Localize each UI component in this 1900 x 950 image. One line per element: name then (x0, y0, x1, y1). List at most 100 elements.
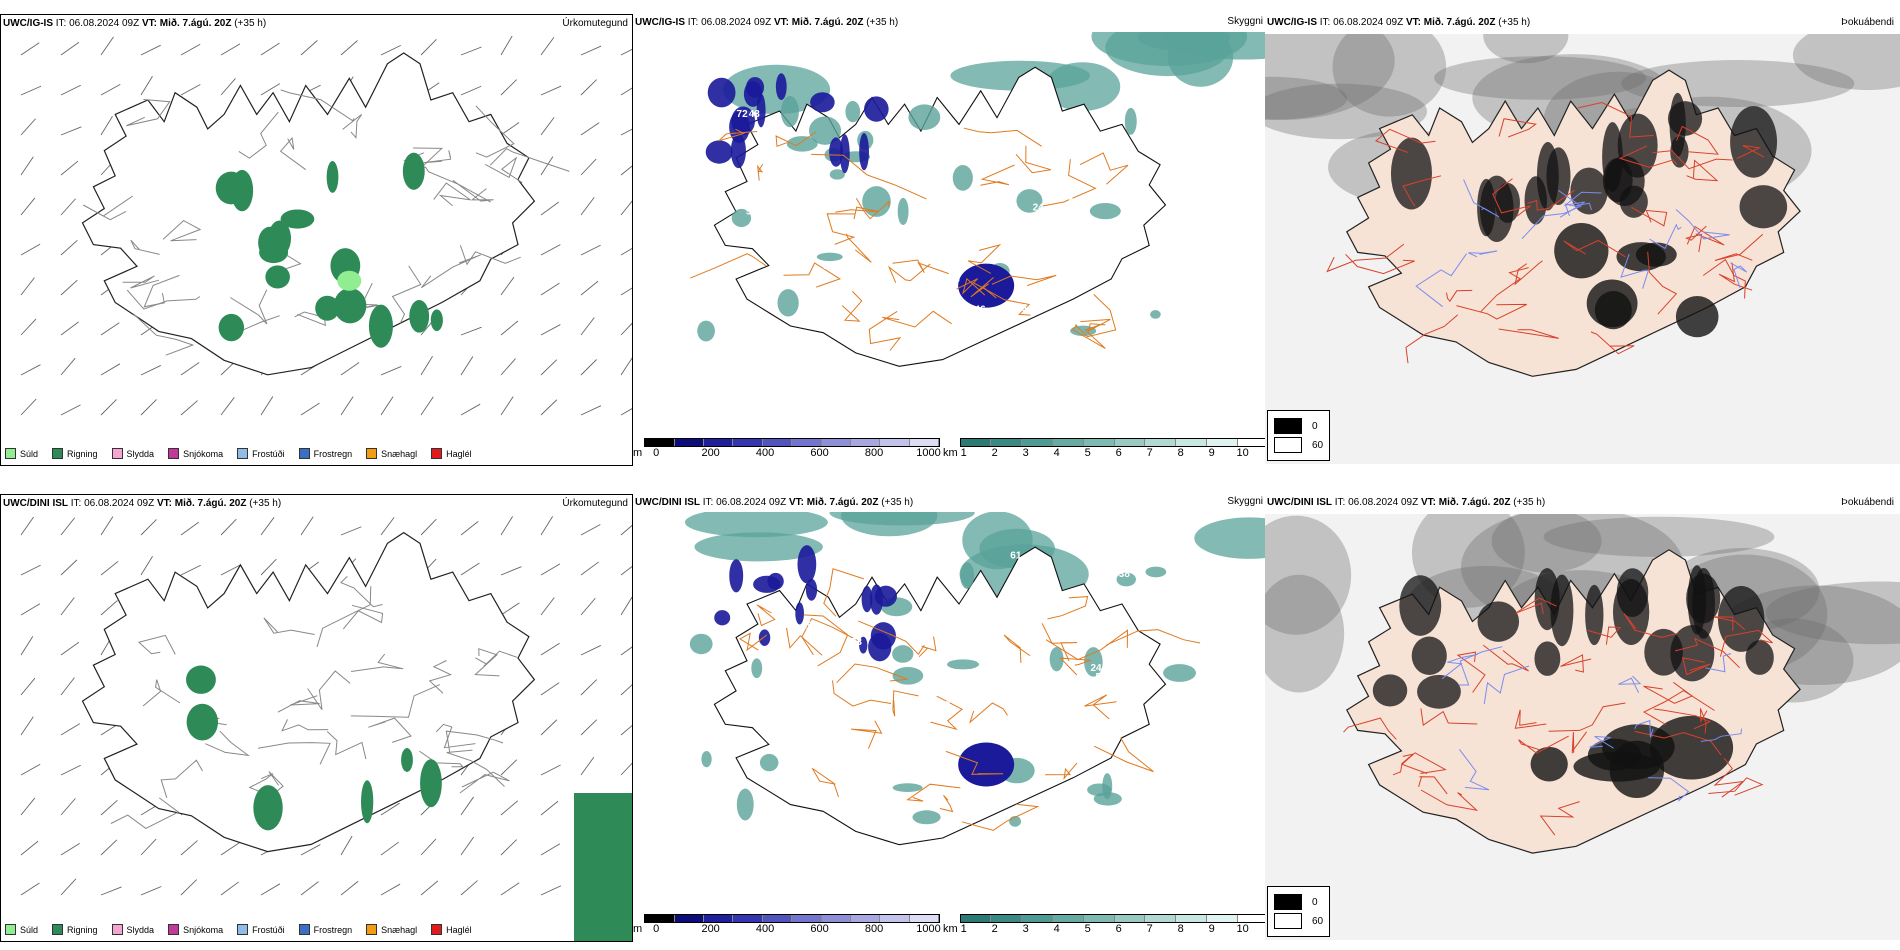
road-line (1587, 626, 1622, 645)
wind-barb (60, 126, 82, 136)
road-line (1418, 776, 1448, 795)
road-line (972, 281, 1031, 316)
fog-patch (1739, 185, 1788, 229)
fog-patch (1550, 574, 1574, 647)
fog-legend-item: 60 (1274, 437, 1323, 453)
wind-barb (540, 885, 562, 896)
wind-barb (380, 517, 395, 536)
road-line (1015, 145, 1051, 174)
colorbar-segment (991, 439, 1023, 446)
wind-barb (340, 526, 362, 536)
river-line (1618, 675, 1642, 693)
wind-barb (580, 79, 597, 96)
vis-area (809, 116, 842, 145)
colorbar-tick: 10 (1236, 923, 1249, 935)
vis-area (1116, 572, 1136, 587)
colorbar-segment (880, 439, 910, 446)
road-line (459, 245, 521, 266)
road-line (1420, 708, 1478, 726)
legend-swatch (111, 924, 123, 935)
vis-value-label: 54 (783, 188, 795, 199)
wind-barb (380, 396, 394, 416)
colorbar-tick: 400 (755, 447, 775, 459)
wind-barb (20, 840, 39, 856)
vis-area (897, 197, 909, 226)
colorbar-segment (1022, 439, 1054, 446)
vis-value-label: 59 (785, 204, 797, 215)
colorbar-segment (960, 439, 992, 446)
wind-barb (380, 44, 401, 56)
wind-barb (100, 516, 114, 536)
road-line (1590, 331, 1635, 355)
colorbar-segment (1083, 915, 1115, 922)
road-line (1402, 175, 1442, 207)
road-line (342, 114, 363, 139)
wind-barb (540, 324, 561, 336)
road-line (832, 680, 892, 707)
colorbar-segment (1176, 915, 1208, 922)
road-line (835, 206, 879, 220)
cloud-base-area (958, 742, 1015, 787)
vis-area (689, 633, 713, 655)
wind-barb (460, 520, 479, 536)
wind-barb (620, 48, 632, 56)
road-line (485, 156, 523, 184)
cloud-base-area (859, 636, 868, 654)
panel-type-label: Þokuábendi (1841, 17, 1894, 28)
wind-barb (620, 165, 632, 176)
river-line (1589, 736, 1614, 749)
fog-map (1265, 514, 1900, 940)
land-outline (81, 531, 536, 853)
road-line (956, 277, 986, 296)
wind-barb (620, 87, 632, 96)
rain-area (186, 665, 216, 694)
road-line (281, 719, 329, 732)
wind-barb (380, 366, 402, 376)
rain-area (253, 785, 283, 831)
vis-area (952, 165, 973, 191)
road-line (142, 679, 181, 707)
cloud-base-area (758, 629, 771, 646)
rain-area (401, 748, 413, 772)
vis-area (816, 252, 843, 262)
rain-area (402, 152, 425, 190)
vis-value-label: 61 (1010, 551, 1022, 562)
road-line (1456, 303, 1528, 320)
fog-panel-bottom: UWC/DINI ISL IT: 06.08.2024 09Z VT: Mið.… (1265, 494, 1900, 942)
wind-barb (460, 46, 482, 56)
drizzle-area (337, 270, 362, 291)
wind-barb (500, 602, 520, 616)
wind-barb (100, 36, 114, 56)
vis-value-label: 65 (854, 819, 866, 830)
road-line (846, 233, 872, 263)
road-line (1047, 596, 1089, 620)
cloud-base-area (775, 73, 787, 101)
wind-barb (20, 85, 42, 96)
fog-patch (1390, 137, 1432, 210)
cloud-base-area (731, 106, 756, 136)
wind-barb (100, 600, 118, 616)
colorbar-strip (644, 914, 941, 923)
colorbar-segment (909, 915, 940, 922)
wind-barb (20, 42, 40, 56)
wind-barb (540, 244, 561, 256)
legend-swatch (168, 448, 180, 459)
road-line (1647, 251, 1678, 315)
road-line (1045, 629, 1129, 661)
fog-patch (1554, 223, 1609, 279)
wind-barb (260, 42, 280, 56)
road-line (446, 749, 505, 787)
fog-patch (1417, 674, 1461, 709)
wind-barb (100, 886, 122, 896)
wind-barb (260, 558, 277, 576)
wind-barb (20, 882, 40, 896)
wind-barb (20, 277, 35, 296)
road-line (826, 213, 856, 245)
cloud-base-area (839, 134, 850, 174)
colorbar-segment (792, 915, 822, 922)
vis-area (946, 659, 980, 670)
legend-swatch (237, 448, 249, 459)
colorbar-segment (1145, 915, 1177, 922)
wind-barb (540, 36, 555, 56)
